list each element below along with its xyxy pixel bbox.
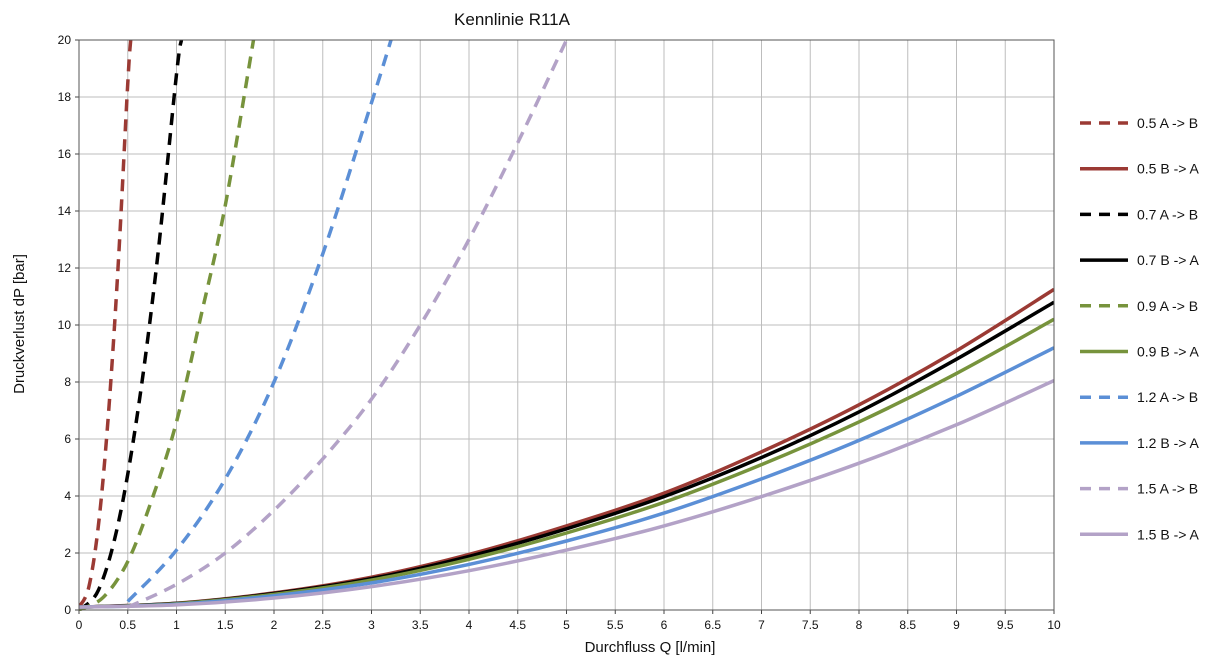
x-tick-label: 4 [466,618,473,632]
y-tick-label: 18 [58,90,72,104]
y-tick-label: 20 [58,33,72,47]
x-tick-label: 6 [661,618,668,632]
y-axis-label: Druckverlust dP [bar] [11,254,28,394]
legend-label-6: 1.2 A -> B [1137,389,1198,405]
x-tick-label: 6.5 [704,618,721,632]
y-tick-label: 8 [64,375,71,389]
series-lines [79,39,1054,611]
x-tick-label: 2.5 [314,618,331,632]
x-tick-label: 0 [76,618,83,632]
x-tick-label: 0.5 [119,618,136,632]
grid [79,40,1054,610]
x-tick-label: 8 [856,618,863,632]
axis-ticks: 0 0.5 1 1.5 2 2.5 3 3.5 4 4.5 5 5.5 6 6.5 7 7.5 8 8.5 9 9.5… [58,33,1061,632]
y-tick-label: 16 [58,147,72,161]
x-axis-label: Durchfluss Q [l/min] [585,639,716,655]
y-tick-label: 6 [64,432,71,446]
series-line-7 [79,346,1054,609]
plot-frame [78,39,1055,611]
legend: 0.5 A -> B 0.5 B -> A 0.7 A -> B 0.7 B -> A… [1080,115,1200,542]
y-tick-label: 4 [64,489,71,503]
chart-title: Kennlinie R11A [454,10,571,29]
y-tick-label: 0 [64,603,71,617]
x-tick-label: 1.5 [217,618,234,632]
x-tick-label: 5.5 [607,618,624,632]
x-tick-label: 8.5 [899,618,916,632]
x-tick-label: 7.5 [802,618,819,632]
series-line-4 [79,39,256,611]
x-tick-label: 5 [563,618,570,632]
legend-label-8: 1.5 A -> B [1137,481,1198,497]
y-tick-label: 10 [58,318,72,332]
x-tick-label: 2 [271,618,278,632]
series-line-8 [127,39,569,609]
series-line-0 [79,39,133,608]
series-line-9 [79,379,1054,609]
legend-label-2: 0.7 A -> B [1137,206,1198,222]
x-tick-label: 10 [1047,618,1061,632]
x-tick-label: 9.5 [997,618,1014,632]
legend-label-7: 1.2 B -> A [1137,435,1200,451]
legend-label-5: 0.9 B -> A [1137,344,1200,360]
series-line-6 [126,39,393,603]
y-tick-label: 14 [58,204,72,218]
x-tick-label: 9 [953,618,960,632]
legend-label-9: 1.5 B -> A [1137,526,1200,542]
legend-label-1: 0.5 B -> A [1137,161,1200,177]
x-tick-label: 1 [173,618,180,632]
legend-label-4: 0.9 A -> B [1137,298,1198,314]
x-tick-label: 3.5 [412,618,429,632]
x-tick-label: 7 [758,618,765,632]
y-tick-label: 12 [58,261,72,275]
x-tick-label: 3 [368,618,375,632]
legend-label-3: 0.7 B -> A [1137,252,1200,268]
y-tick-label: 2 [64,546,71,560]
x-tick-label: 4.5 [509,618,526,632]
legend-label-0: 0.5 A -> B [1137,115,1198,131]
